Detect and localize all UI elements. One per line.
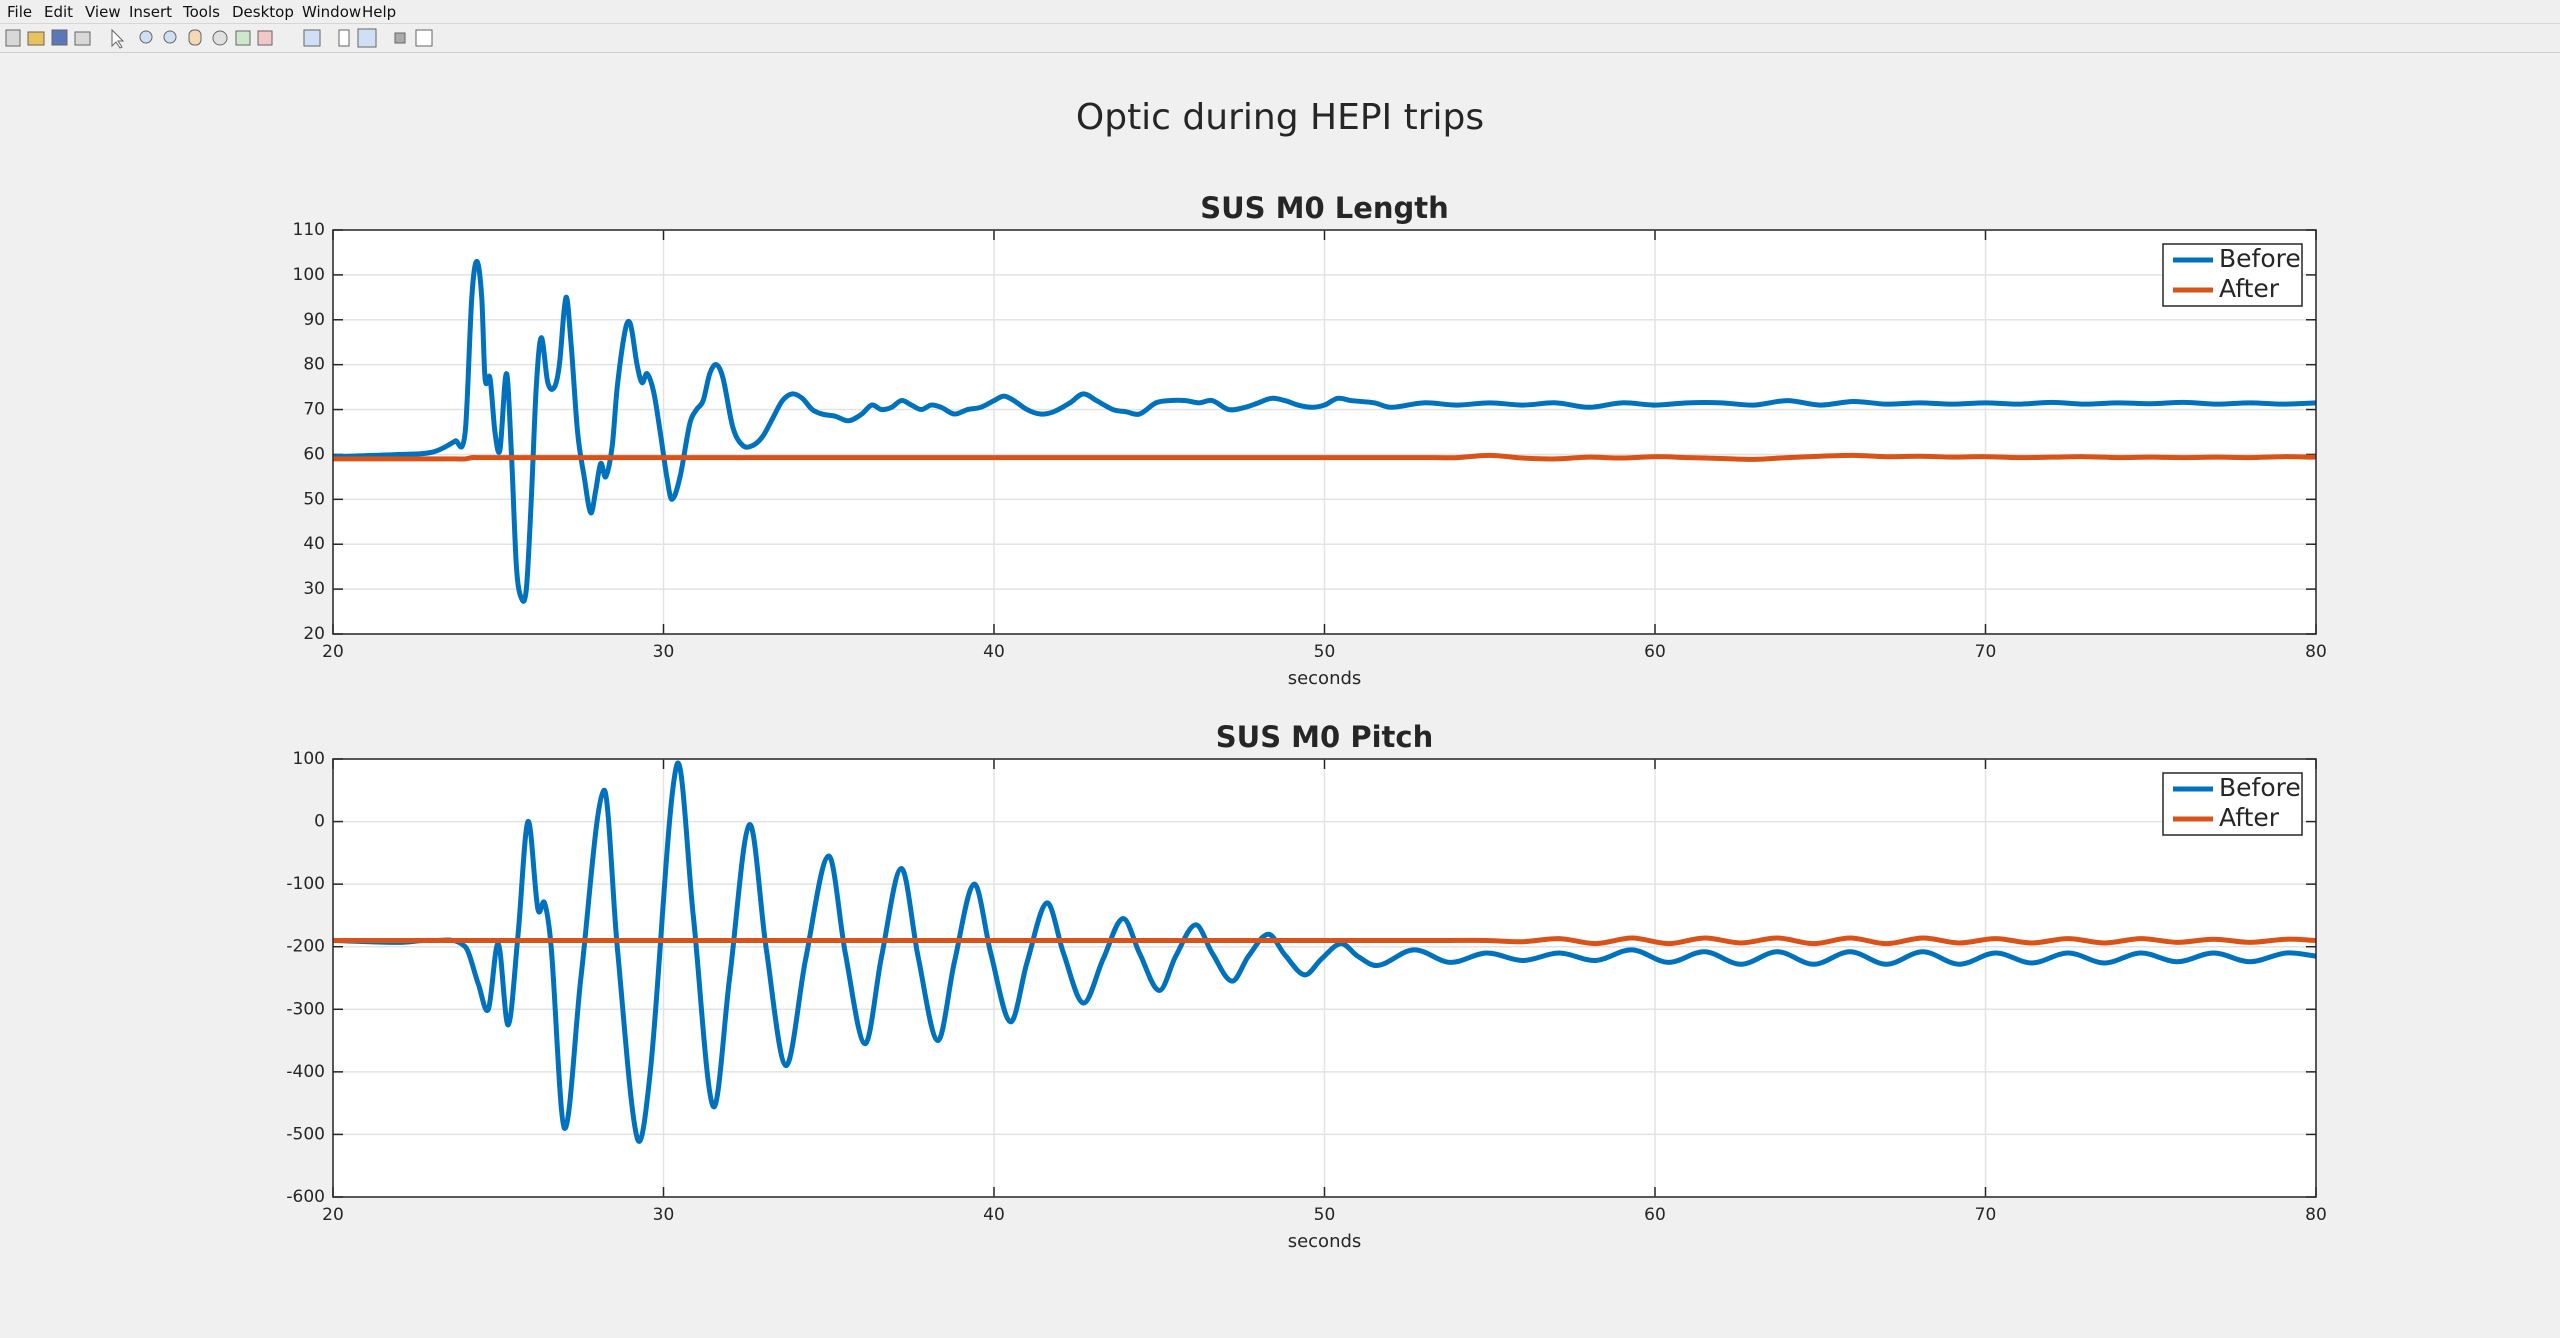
x-tick-label: 50 <box>1314 1205 1336 1225</box>
axes: 20 30 40 50 60 70 80 -600 -500 -400 -300 -200 -100 0 1… <box>286 720 2326 1252</box>
data-line <box>332 258 2317 604</box>
figure-title: Optic during HEPI trips <box>1076 97 1484 138</box>
y-tick-label: 100 <box>293 265 325 285</box>
y-tick-label: 70 <box>303 400 325 420</box>
menu-item[interactable]: Help <box>362 3 397 21</box>
save-icon[interactable] <box>51 29 68 46</box>
menu-item[interactable]: File <box>7 3 33 21</box>
colorbar-icon[interactable] <box>338 29 350 47</box>
menu-item[interactable]: Edit <box>44 3 74 21</box>
x-tick-label: 70 <box>1975 1205 1997 1225</box>
x-tick-label: 60 <box>1644 642 1666 662</box>
x-tick-label: 40 <box>983 642 1005 662</box>
menu-item[interactable]: Desktop <box>232 3 294 21</box>
link-icon[interactable] <box>303 29 321 47</box>
datatip-icon[interactable] <box>235 30 251 46</box>
rotate-icon[interactable] <box>212 30 228 46</box>
menu-bar: File Edit View Insert Tools Desktop Wind… <box>0 0 2560 24</box>
x-tick-label: 80 <box>2305 642 2327 662</box>
x-tick-label: 30 <box>653 1205 675 1225</box>
pan-icon[interactable] <box>188 29 202 46</box>
legend-box <box>2162 772 2303 836</box>
y-tick-label: 20 <box>303 624 325 644</box>
y-tick-label: 40 <box>303 534 325 554</box>
axes: 20 30 40 50 60 70 80 20 30 40 50 60 70 80 90 100 110 SUS … <box>293 191 2327 689</box>
axes-box <box>332 758 2317 1198</box>
y-tick-label: -200 <box>286 937 325 957</box>
x-tick-label: 60 <box>1644 1205 1666 1225</box>
hide-tools-icon[interactable] <box>394 32 406 44</box>
y-tick-label: 0 <box>314 812 325 832</box>
data-line <box>332 760 2317 1144</box>
legend-box <box>2162 243 2303 307</box>
y-tick-label: 90 <box>303 310 325 330</box>
x-tick-label: 20 <box>322 642 344 662</box>
menu-item[interactable]: Insert <box>129 3 173 21</box>
menu-item[interactable]: Window <box>302 3 362 21</box>
y-tick-label: 110 <box>293 220 325 240</box>
y-tick-label: -400 <box>286 1062 325 1082</box>
pointer-icon[interactable] <box>111 28 125 49</box>
x-tick-label: 20 <box>322 1205 344 1225</box>
zoom-in-icon[interactable] <box>139 30 153 44</box>
legend-label: After <box>2219 274 2280 303</box>
x-tick-label: 30 <box>653 642 675 662</box>
legend-label: Before <box>2219 244 2301 273</box>
menu-item[interactable]: Tools <box>183 3 220 21</box>
axes-title: SUS M0 Pitch <box>1216 720 1433 754</box>
legend-label: Before <box>2219 773 2301 802</box>
y-tick-label: -100 <box>286 874 325 894</box>
toolbar <box>0 24 2560 53</box>
toolbar-icons <box>5 28 433 49</box>
figure: Optic during HEPI trips 20 30 40 50 60 70 8020… <box>286 97 2327 1252</box>
y-tick-label: -600 <box>286 1187 325 1207</box>
menu-item[interactable]: View <box>85 3 121 21</box>
dock-icon[interactable] <box>415 29 433 47</box>
x-axis-label: seconds <box>1288 668 1362 689</box>
zoom-out-icon[interactable] <box>163 30 177 44</box>
x-axis-label: seconds <box>1288 1231 1362 1252</box>
brush-icon[interactable] <box>257 30 273 46</box>
y-tick-label: 60 <box>303 444 325 464</box>
y-tick-label: 30 <box>303 579 325 599</box>
y-tick-label: 100 <box>293 749 325 769</box>
data-line <box>333 935 2317 947</box>
print-icon[interactable] <box>74 31 91 46</box>
y-tick-label: -300 <box>286 999 325 1019</box>
y-tick-label: 80 <box>303 355 325 375</box>
new-icon[interactable] <box>5 29 21 47</box>
data-line <box>333 452 2317 462</box>
open-icon[interactable] <box>27 31 45 46</box>
legend-label: After <box>2219 803 2280 832</box>
x-tick-label: 50 <box>1314 642 1336 662</box>
x-tick-label: 70 <box>1975 642 1997 662</box>
axes-box <box>332 229 2317 635</box>
y-tick-label: 50 <box>303 489 325 509</box>
x-tick-label: 40 <box>983 1205 1005 1225</box>
x-tick-label: 80 <box>2305 1205 2327 1225</box>
y-tick-label: -500 <box>286 1124 325 1144</box>
legend-icon[interactable] <box>357 28 377 48</box>
axes-title: SUS M0 Length <box>1200 191 1449 225</box>
